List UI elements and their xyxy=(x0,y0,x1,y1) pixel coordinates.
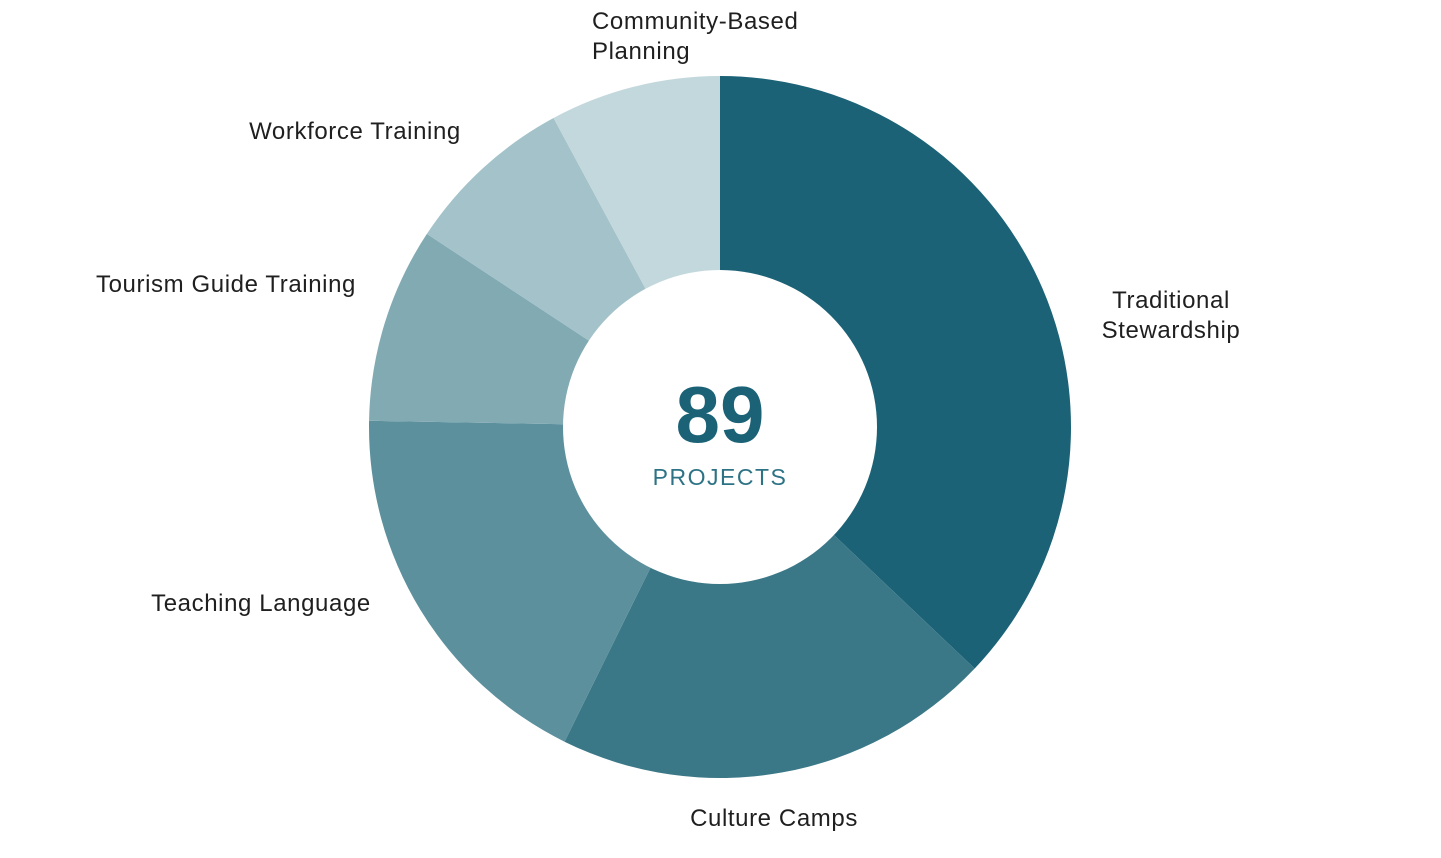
slice-traditional-stewardship xyxy=(720,76,1072,669)
slice-label-tourism-guide-training: Tourism Guide Training xyxy=(96,271,356,298)
slice-label-line: Stewardship xyxy=(1102,317,1241,344)
slices-layer xyxy=(369,76,1072,778)
slice-label-line: Traditional xyxy=(1112,287,1230,314)
slice-culture-camps xyxy=(564,533,975,778)
slice-tourism-guide-training xyxy=(369,233,591,425)
slice-label-traditional-stewardship: Traditional Stewardship xyxy=(1102,287,1241,344)
slice-label-line: Workforce Training xyxy=(249,118,461,145)
labels-layer: Traditional Stewardship Culture Camps Teach… xyxy=(96,8,1240,832)
donut-hole xyxy=(563,270,877,584)
slice-label-teaching-language: Teaching Language xyxy=(151,590,371,617)
total-caption: PROJECTS xyxy=(653,464,788,490)
slice-label-community-based-planning: Community-Based Planning xyxy=(592,8,798,65)
slice-label-line: Teaching Language xyxy=(151,590,371,617)
slice-workforce-training xyxy=(426,117,647,342)
slice-teaching-language xyxy=(369,420,652,742)
slice-label-line: Planning xyxy=(592,38,690,65)
slice-label-line: Culture Camps xyxy=(690,805,858,832)
slice-community-based-planning xyxy=(553,76,720,291)
total-count: 89 xyxy=(676,370,765,459)
slice-label-line: Tourism Guide Training xyxy=(96,271,356,298)
slice-label-culture-camps: Culture Camps xyxy=(690,805,858,832)
slice-label-workforce-training: Workforce Training xyxy=(249,118,461,145)
slice-label-line: Community-Based xyxy=(592,8,798,35)
